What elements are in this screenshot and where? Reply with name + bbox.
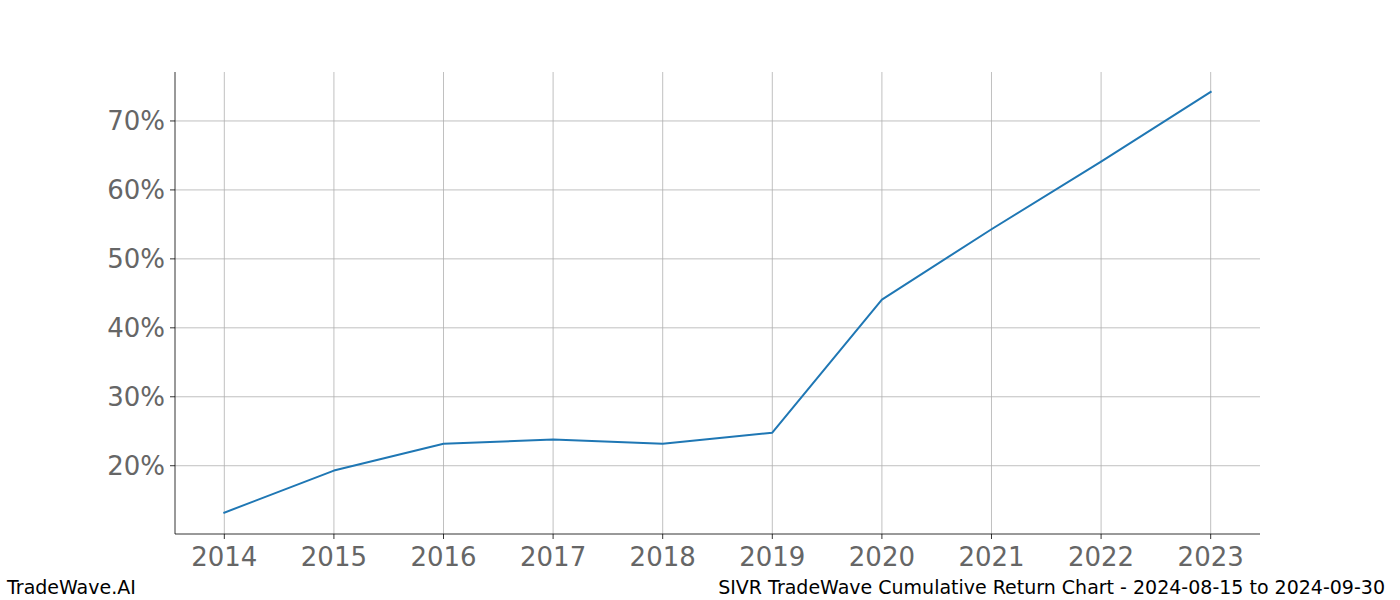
chart-title: SIVR TradeWave Cumulative Return Chart -… xyxy=(718,576,1385,598)
y-grid-line xyxy=(175,120,1260,121)
y-tick-label: 50% xyxy=(107,244,165,274)
grid xyxy=(175,72,1260,534)
x-grid-line xyxy=(333,72,334,534)
x-tick-label: 2017 xyxy=(520,542,586,572)
x-tick xyxy=(443,534,444,539)
axes: 2014 2015 2016 2017 2018 2019 2020 2021 2022 2023… xyxy=(107,72,1260,572)
x-grid-line xyxy=(443,72,444,534)
x-grid-line xyxy=(1210,72,1211,534)
x-tick xyxy=(1101,534,1102,539)
x-tick-label: 2019 xyxy=(739,542,805,572)
chart-svg: 2014 2015 2016 2017 2018 2019 2020 2021 2022 2023… xyxy=(0,0,1400,600)
x-tick-label: 2015 xyxy=(301,542,367,572)
x-axis-line xyxy=(175,534,1260,535)
y-tick xyxy=(170,258,175,259)
x-tick-label: 2021 xyxy=(958,542,1024,572)
x-tick xyxy=(224,534,225,539)
x-grid-line xyxy=(881,72,882,534)
y-tick xyxy=(170,327,175,328)
y-grid-line xyxy=(175,258,1260,259)
x-tick xyxy=(333,534,334,539)
x-tick xyxy=(553,534,554,539)
x-grid-line xyxy=(772,72,773,534)
x-grid-line xyxy=(553,72,554,534)
y-tick-label: 70% xyxy=(107,106,165,136)
x-tick xyxy=(881,534,882,539)
x-tick xyxy=(772,534,773,539)
y-grid-line xyxy=(175,465,1260,466)
y-axis-line xyxy=(175,72,176,534)
x-tick xyxy=(1210,534,1211,539)
y-grid-line xyxy=(175,327,1260,328)
x-grid-line xyxy=(991,72,992,534)
x-tick-label: 2023 xyxy=(1178,542,1244,572)
y-tick xyxy=(170,120,175,121)
x-tick-label: 2014 xyxy=(191,542,257,572)
y-tick-label: 40% xyxy=(107,313,165,343)
x-grid-line xyxy=(662,72,663,534)
x-tick-label: 2016 xyxy=(410,542,476,572)
x-tick-label: 2022 xyxy=(1068,542,1134,572)
y-tick-label: 20% xyxy=(107,451,165,481)
chart-root: 2014 2015 2016 2017 2018 2019 2020 2021 2022 2023… xyxy=(0,0,1400,600)
line-series xyxy=(224,92,1210,513)
x-tick xyxy=(991,534,992,539)
y-tick-label: 30% xyxy=(107,382,165,412)
x-grid-line xyxy=(224,72,225,534)
plot-data xyxy=(224,92,1210,513)
y-tick xyxy=(170,396,175,397)
y-tick-label: 60% xyxy=(107,175,165,205)
y-tick xyxy=(170,465,175,466)
x-tick-label: 2018 xyxy=(630,542,696,572)
y-grid-line xyxy=(175,189,1260,190)
x-tick xyxy=(662,534,663,539)
x-tick-label: 2020 xyxy=(849,542,915,572)
y-tick xyxy=(170,189,175,190)
y-grid-line xyxy=(175,396,1260,397)
x-grid-line xyxy=(1101,72,1102,534)
watermark: TradeWave.AI xyxy=(6,576,136,598)
